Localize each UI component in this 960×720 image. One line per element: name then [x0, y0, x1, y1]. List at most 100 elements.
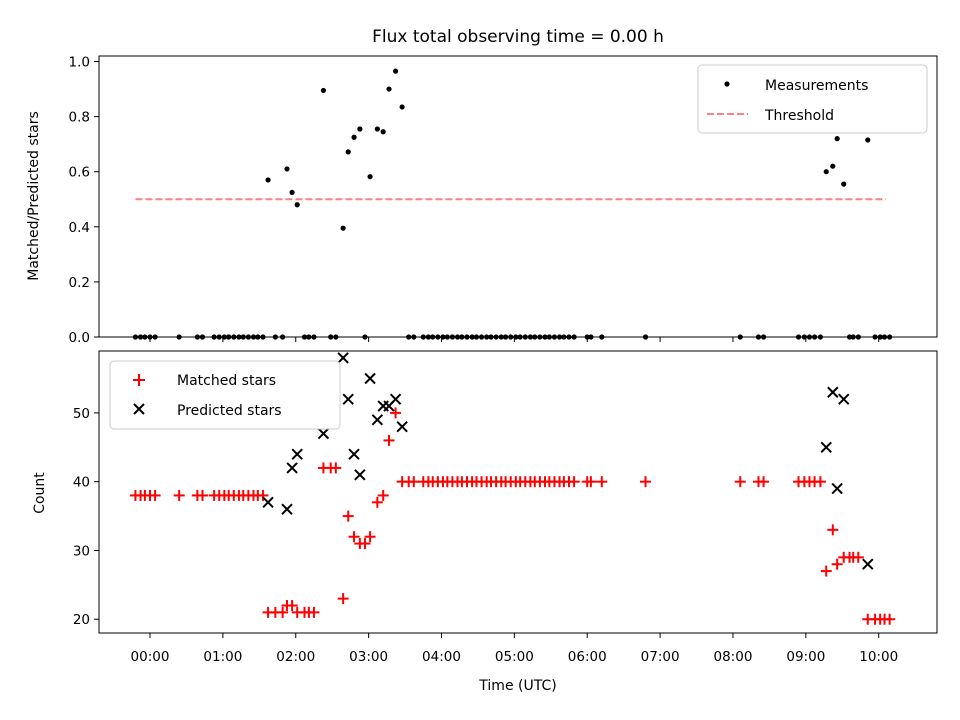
measurement-point — [380, 129, 386, 135]
measurement-point — [367, 174, 373, 180]
predicted-star-point — [827, 386, 839, 398]
matched-star-point — [758, 476, 770, 488]
measurement-point — [865, 137, 871, 143]
bottom-y-tick-label: 20 — [73, 612, 90, 628]
matched-star-point — [359, 538, 371, 550]
predicted-star-point — [286, 462, 298, 474]
measurement-point — [265, 177, 271, 183]
predicted-star-point — [389, 393, 402, 405]
measurement-point — [289, 189, 295, 195]
predicted-star-point — [317, 427, 330, 440]
measurement-point — [340, 225, 346, 231]
matched-star-point — [308, 606, 320, 618]
top-y-tick-label: 0.8 — [69, 110, 90, 126]
matched-star-point — [348, 531, 360, 543]
legend-threshold-label: Threshold — [764, 108, 834, 124]
top-legend: Measurements Threshold — [697, 64, 928, 134]
top-y-tick-label: 0.0 — [69, 330, 90, 346]
matched-star-point — [831, 558, 843, 570]
x-tick-label: 10:00 — [859, 649, 898, 665]
legend-predicted-label: Predicted stars — [177, 403, 282, 419]
bottom-axes-ticks: 20 30 40 50 00:00 01:00 02:00 03:00 04:00 05:00 06… — [73, 406, 898, 665]
top-y-axis-label: Matched/Predicted stars — [26, 111, 42, 281]
measurement-point — [399, 104, 405, 110]
legend-matched-label: Matched stars — [177, 373, 276, 389]
predicted-star-point — [337, 352, 349, 364]
bottom-axes-frame — [98, 350, 938, 634]
matched-star-point — [342, 510, 354, 522]
predicted-star-point — [342, 393, 354, 405]
predicted-star-point — [291, 448, 303, 460]
predicted-star-point — [371, 414, 384, 426]
bottom-y-axis-label: Count — [32, 472, 48, 514]
top-y-tick-label: 1.0 — [69, 55, 90, 71]
legend-measurements-marker — [724, 81, 730, 87]
matched-star-point — [277, 606, 289, 618]
x-tick-label: 05:00 — [495, 649, 534, 665]
matched-star-point — [852, 551, 864, 563]
predicted-star-point — [862, 558, 874, 570]
matched-star-point — [377, 489, 389, 501]
matched-star-point — [884, 613, 896, 625]
matched-star-point — [820, 565, 832, 577]
matched-star-point — [173, 489, 185, 501]
predicted-star-point — [281, 503, 293, 515]
x-tick-label: 07:00 — [641, 649, 680, 665]
predicted-star-point — [831, 482, 843, 495]
x-tick-label: 06:00 — [568, 649, 607, 665]
measurement-point — [841, 181, 847, 187]
matched-star-point — [734, 476, 746, 488]
measurement-point — [830, 163, 836, 169]
predicted-star-point — [348, 448, 360, 460]
x-tick-label: 04:00 — [422, 649, 461, 665]
top-y-tick-label: 0.6 — [69, 165, 90, 181]
matched-star-point — [149, 489, 161, 501]
top-y-tick-label: 0.4 — [69, 220, 90, 236]
measurement-point — [351, 134, 357, 140]
measurement-point — [284, 166, 290, 172]
predicted-star-point — [820, 441, 832, 453]
x-tick-label: 09:00 — [786, 649, 825, 665]
top-axes-ticks: 0.0 0.2 0.4 0.6 0.8 1.0 — [69, 55, 880, 346]
measurement-point — [357, 126, 363, 132]
x-tick-label: 01:00 — [203, 649, 242, 665]
matched-star-point — [596, 476, 608, 488]
top-chart-title: Flux total observing time = 0.00 h — [372, 27, 664, 47]
matched-star-point — [408, 476, 420, 488]
matched-star-point — [364, 531, 376, 543]
top-axes-frame — [98, 55, 938, 338]
measurement-point — [294, 202, 300, 208]
predicted-star-point — [364, 372, 376, 385]
x-axis-label: Time (UTC) — [478, 678, 556, 694]
matched-star-point — [827, 524, 839, 536]
x-tick-label: 00:00 — [131, 649, 170, 665]
top-y-tick-label: 0.2 — [69, 275, 90, 291]
bottom-y-tick-label: 30 — [73, 543, 90, 559]
matched-star-point — [196, 489, 208, 501]
matched-star-point — [585, 476, 597, 488]
matched-star-point — [640, 476, 652, 488]
x-tick-label: 08:00 — [714, 649, 753, 665]
matched-star-point — [330, 462, 342, 474]
x-tick-label: 03:00 — [349, 649, 388, 665]
matched-star-point — [390, 407, 402, 419]
legend-matched-marker — [133, 374, 145, 386]
measurement-point — [392, 68, 399, 74]
measurement-point — [834, 136, 840, 142]
measurement-point — [386, 86, 392, 92]
predicted-star-point — [838, 393, 850, 405]
predicted-star-point — [396, 420, 408, 433]
bottom-legend-box — [109, 360, 341, 430]
measurement-point — [345, 149, 351, 155]
measurement-point — [320, 87, 327, 94]
matched-star-point — [814, 476, 826, 488]
measurement-point — [823, 169, 829, 175]
bottom-legend: Matched stars Predicted stars — [109, 360, 341, 430]
legend-predicted-marker — [133, 403, 145, 415]
matched-star-point — [568, 476, 580, 488]
matched-star-point — [257, 489, 269, 501]
measurement-point — [374, 126, 380, 132]
legend-measurements-label: Measurements — [765, 78, 868, 94]
bottom-plot-area — [129, 352, 896, 625]
